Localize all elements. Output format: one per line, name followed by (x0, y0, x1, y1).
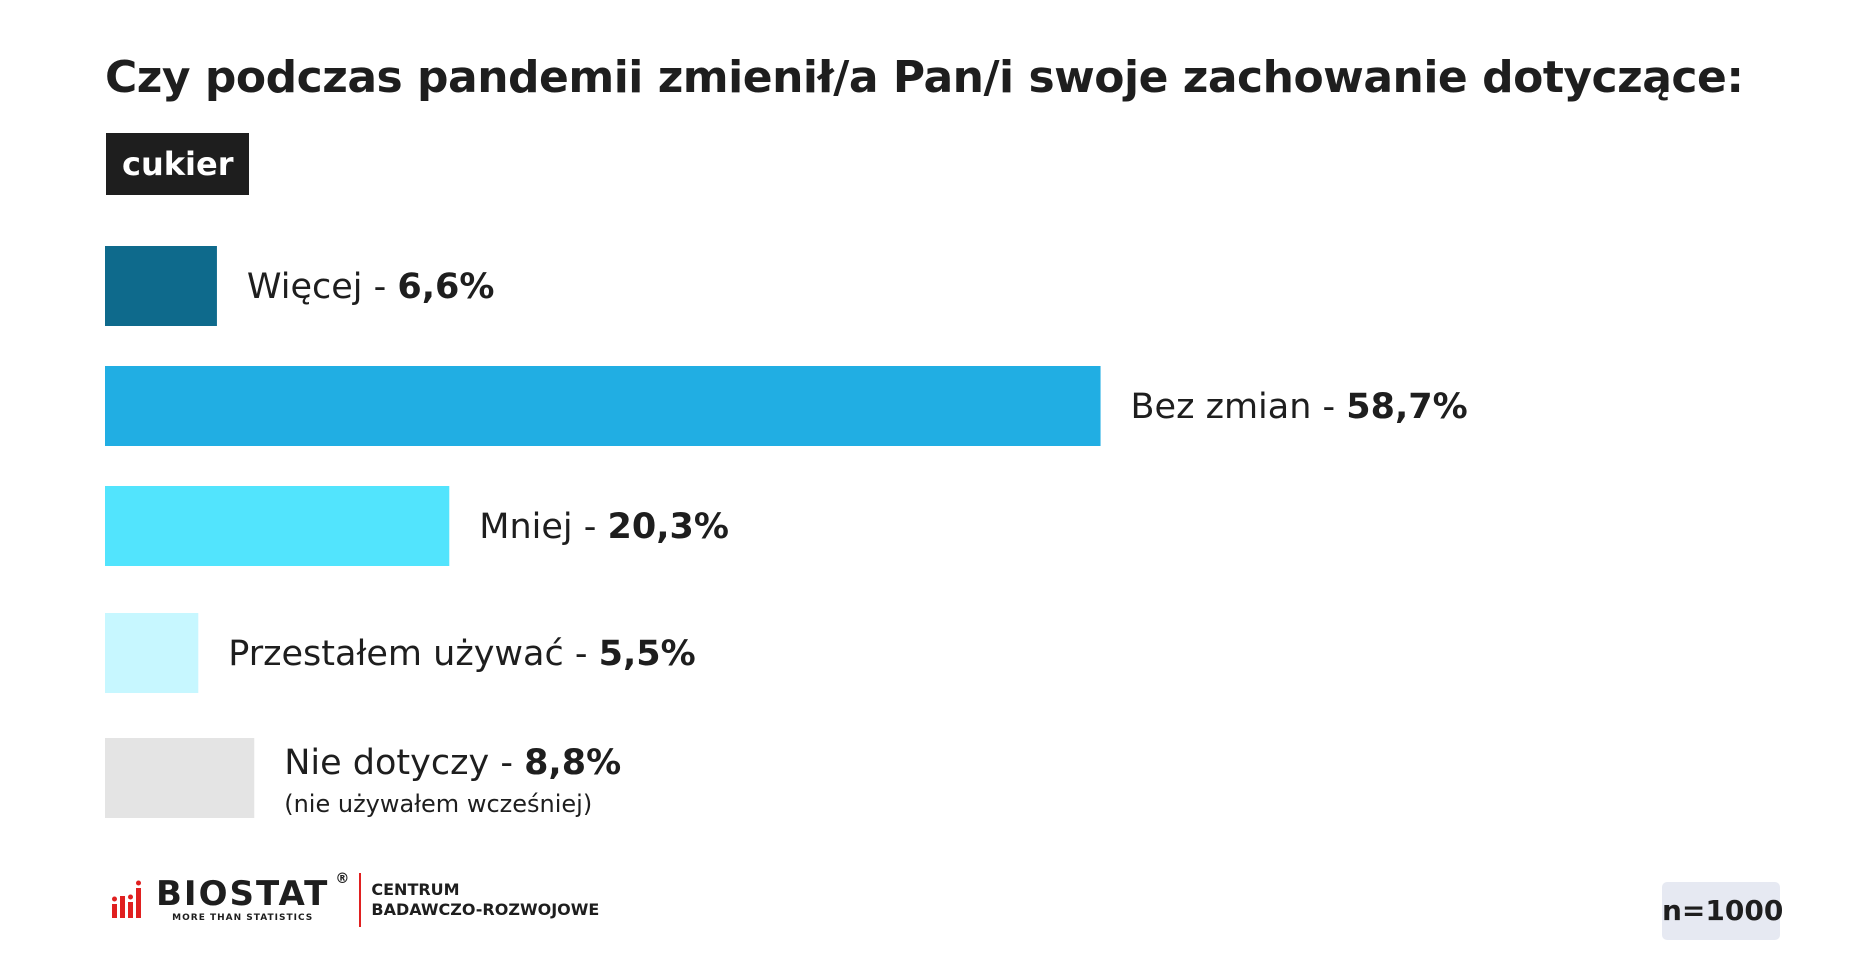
bar-value-1: 58,7% (1346, 387, 1467, 427)
bar-label-3: Przestałem używać - 5,5% (228, 634, 695, 674)
bar-chart: Więcej - 6,6% Bez zmian - 58,7% Mniej - 20… (105, 246, 1468, 818)
bar-label-1: Bez zmian - 58,7% (1131, 387, 1468, 427)
bar-category-2: Mniej - (479, 507, 607, 547)
chart-title: Czy podczas pandemii zmienił/a Pan/i swo… (105, 52, 1744, 103)
logo-name: BIOSTAT (156, 874, 330, 914)
bar-value-2: 20,3% (608, 507, 729, 547)
bar-logo-icon (112, 880, 141, 918)
bar-label-2: Mniej - 20,3% (479, 507, 729, 547)
bar-3 (105, 613, 199, 693)
bar-category-3: Przestałem używać - (228, 634, 598, 674)
topic-tag: cukier (106, 133, 250, 195)
sample-size-badge: n=1000 (1662, 882, 1783, 940)
bar-value-4: 8,8% (524, 743, 621, 783)
bar-category-4: Nie dotyczy - (284, 743, 524, 783)
logo-wordmark: BIOSTAT ® MORE THAN STATISTICS (156, 871, 349, 923)
logo-center-line2: BADAWCZO-ROZWOJOWE (371, 900, 600, 919)
bar-0 (105, 246, 217, 326)
bar-value-3: 5,5% (599, 634, 696, 674)
bar-category-0: Więcej - (247, 267, 397, 307)
bar-2 (105, 486, 450, 566)
registered-mark: ® (335, 871, 350, 887)
bar-label-0: Więcej - 6,6% (247, 267, 495, 307)
bar-1 (105, 366, 1101, 446)
bar-value-0: 6,6% (397, 267, 494, 307)
bar-4 (105, 738, 255, 818)
bar-label-4: Nie dotyczy - 8,8% (284, 743, 621, 783)
bar-category-1: Bez zmian - (1131, 387, 1347, 427)
bar-note-4: (nie używałem wcześniej) (284, 790, 592, 818)
logo-center-text: CENTRUM BADAWCZO-ROZWOJOWE (371, 880, 599, 920)
logo-tagline: MORE THAN STATISTICS (172, 913, 314, 923)
logo-divider (359, 873, 362, 927)
logo-center-line1: CENTRUM (371, 880, 460, 899)
biostat-logo: BIOSTAT ® MORE THAN STATISTICS CENTRUM B… (112, 870, 599, 930)
